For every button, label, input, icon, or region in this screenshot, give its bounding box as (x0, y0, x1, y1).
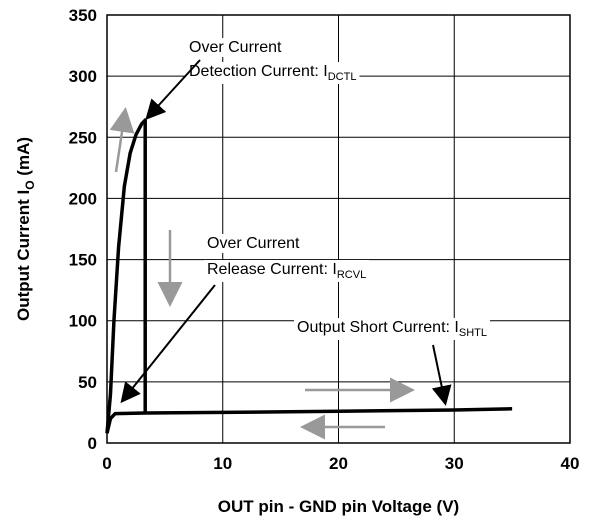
x-tick-label: 30 (445, 454, 464, 473)
y-tick-label: 350 (69, 6, 97, 25)
x-tick-label: 10 (213, 454, 232, 473)
y-tick-label: 150 (69, 251, 97, 270)
arrow (120, 284, 216, 404)
x-tick-label: 40 (561, 454, 580, 473)
annotation-text: Over Current (207, 235, 300, 252)
x-tick-label: 20 (329, 454, 348, 473)
y-tick-label: 200 (69, 189, 97, 208)
annotation-text: Over Current (189, 39, 282, 56)
y-axis-label-main: Output Current I (14, 190, 33, 321)
annotation-bg (294, 318, 490, 340)
annotation: Over Current (189, 39, 282, 56)
arrow (145, 59, 201, 120)
annotation-sub: SHTL (459, 327, 487, 339)
arrow (431, 344, 452, 406)
y-tick-label: 300 (69, 67, 97, 86)
annotation-bg (186, 62, 360, 84)
annotation-bg (204, 234, 304, 253)
data-line (105, 118, 147, 434)
y-axis-label-sub: O (23, 180, 37, 189)
y-tick-label: 250 (69, 128, 97, 147)
y-axis-label: Output Current IO (mA) (14, 137, 37, 321)
annotation-text: Output Short Current: I (297, 319, 459, 336)
x-axis-label: OUT pin - GND pin Voltage (V) (218, 497, 459, 516)
plot-frame (106, 14, 571, 444)
annotation-bg (186, 38, 286, 57)
x-tick-label: 0 (102, 454, 111, 473)
y-tick-label: 100 (69, 312, 97, 331)
data-line (105, 407, 513, 434)
annotation-sub: RCVL (337, 269, 366, 281)
annotation-text: Detection Current: I (189, 63, 328, 80)
annotation-bg (204, 260, 370, 282)
y-tick-label: 50 (78, 373, 97, 392)
annotation-text: Release Current: I (207, 261, 337, 278)
annotation-sub: DCTL (328, 71, 357, 83)
annotation: Over Current (207, 235, 300, 252)
annotation: Detection Current: IDCTL (189, 63, 356, 83)
annotation: Release Current: IRCVL (207, 261, 366, 281)
annotation: Output Short Current: ISHTL (297, 319, 487, 339)
arrow (109, 107, 135, 173)
y-axis-label-unit: (mA) (14, 137, 33, 180)
y-tick-label: 0 (88, 434, 97, 453)
